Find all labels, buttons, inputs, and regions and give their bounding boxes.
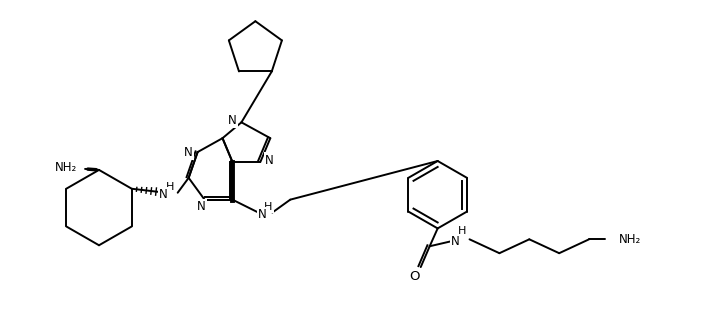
Text: O: O [410, 271, 420, 283]
Text: N: N [184, 146, 193, 159]
Text: H: H [165, 182, 174, 192]
Text: N: N [258, 208, 267, 221]
Text: N: N [451, 235, 460, 248]
Text: N: N [227, 114, 237, 127]
Text: NH₂: NH₂ [55, 161, 77, 174]
Text: N: N [265, 153, 274, 167]
Text: H: H [458, 226, 466, 236]
Text: N: N [159, 188, 168, 201]
Text: NH₂: NH₂ [619, 233, 641, 246]
Text: H: H [264, 202, 272, 212]
Text: N: N [197, 200, 206, 213]
